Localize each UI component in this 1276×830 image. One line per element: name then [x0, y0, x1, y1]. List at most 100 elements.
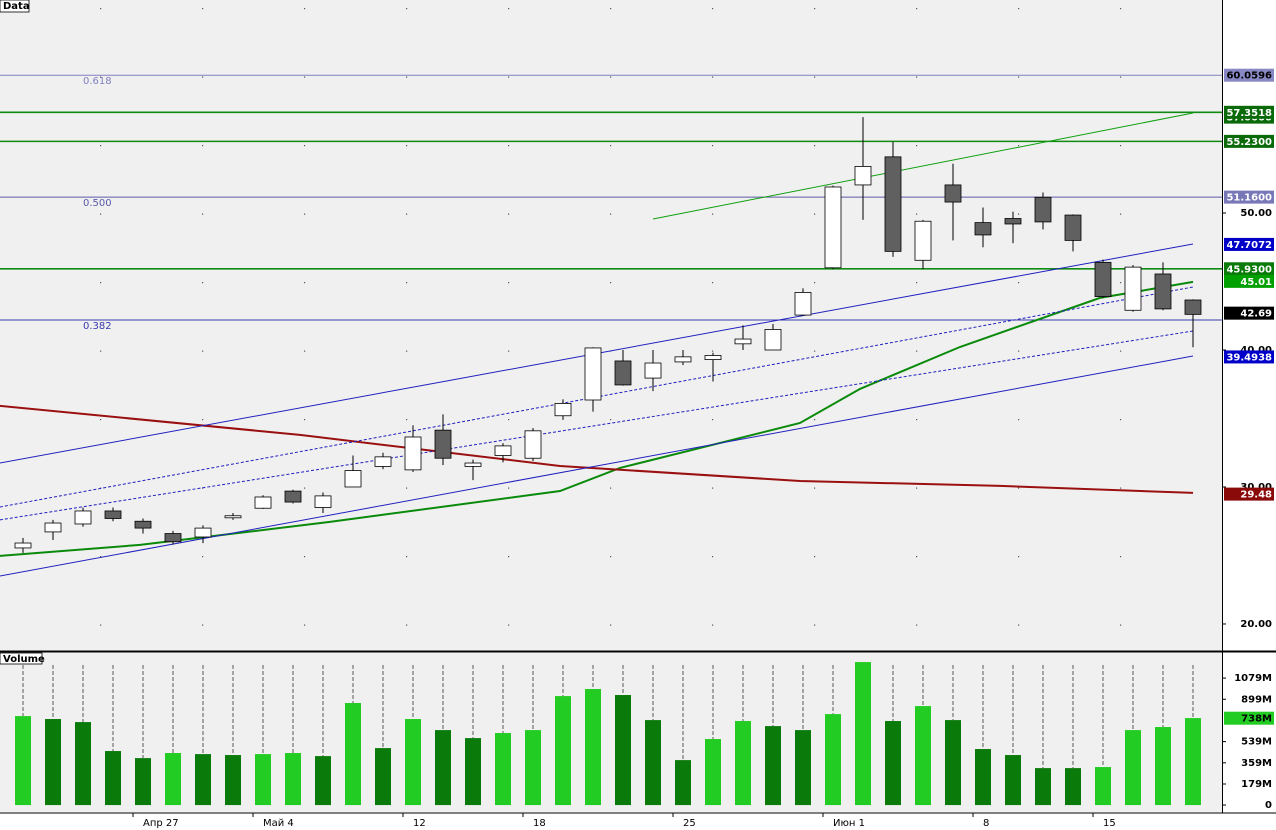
price-tag: [1224, 262, 1274, 276]
volume-bar: [764, 726, 781, 806]
candle-body: [1034, 196, 1052, 223]
candle-body: [884, 156, 902, 252]
price-tag-label: 42.69: [1240, 309, 1272, 320]
volume-bar: [195, 754, 212, 806]
candle-body: [194, 527, 212, 538]
price-tag: [1224, 306, 1274, 320]
price-tag-label: 55.2300: [1226, 137, 1272, 148]
volume-bar: [435, 730, 452, 806]
volume-bar: [165, 753, 182, 806]
candle-body: [554, 403, 572, 417]
price-tag: [1224, 237, 1274, 251]
panel-title-box: [0, 0, 30, 13]
volume-bar: [315, 756, 332, 806]
y-tick-label: 0: [1265, 800, 1272, 811]
x-tick-label: 15: [1103, 818, 1116, 829]
candle-body: [614, 360, 632, 386]
x-tick-label: Июн 1: [833, 818, 865, 829]
panel-title: Volume: [3, 654, 45, 665]
volume-bar: [1094, 767, 1111, 806]
volume-bar: [255, 754, 272, 806]
candle-body: [134, 520, 152, 529]
candle-body: [494, 445, 512, 456]
candle-body: [584, 347, 602, 401]
volume-bar: [1064, 768, 1081, 806]
price-tag-label: 29.48: [1240, 490, 1272, 501]
panel-title-box: [0, 652, 43, 665]
overlay-line: [0, 330, 1194, 521]
volume-bar: [794, 730, 811, 806]
volume-bar: [1184, 718, 1201, 806]
fib-label: 0.382: [83, 321, 112, 332]
volume-bar: [854, 662, 871, 806]
volume-bar: [734, 721, 751, 806]
x-tick-label: 25: [683, 818, 696, 829]
volume-bar: [704, 739, 721, 806]
volume-bar: [1034, 768, 1051, 806]
y-tick-label: 1079M: [1234, 673, 1272, 684]
price-tag-label: 47.7072: [1226, 240, 1272, 251]
x-tick-label: 18: [533, 818, 546, 829]
price-tag: [1224, 105, 1274, 119]
candle-body: [284, 490, 302, 503]
candle-body: [914, 220, 932, 261]
price-tag: [1224, 350, 1274, 364]
candle-body: [824, 186, 842, 269]
candle-body: [314, 495, 332, 508]
volume-bar: [914, 706, 931, 806]
volume-bar: [644, 720, 661, 806]
candle-body: [1124, 266, 1142, 311]
volume-bar: [135, 758, 152, 806]
volume-bar: [285, 753, 302, 806]
candle-body: [644, 362, 662, 379]
price-tag: [1224, 274, 1274, 288]
price-tag: [1224, 190, 1274, 204]
y-tick-label: 539M: [1241, 737, 1272, 748]
price-tag-label: 60.0596: [1226, 71, 1272, 82]
y-tick-label: 899M: [1241, 694, 1272, 705]
candle-body: [1094, 261, 1112, 297]
volume-bar: [1004, 755, 1021, 806]
price-tag: [1224, 487, 1274, 501]
candle-body: [344, 470, 362, 488]
price-tag-label: 738M: [1241, 714, 1272, 725]
candle-body: [974, 222, 992, 236]
x-tick-label: Апр 27: [143, 818, 179, 829]
overlay-line: [652, 112, 1194, 220]
volume-bar: [405, 719, 422, 806]
x-tick-label: Май 4: [263, 818, 294, 829]
candle-body: [944, 184, 962, 203]
volume-bar: [974, 749, 991, 806]
y-tick-label: 20.00: [1240, 619, 1272, 630]
volume-bar: [884, 721, 901, 806]
panel-title: Data: [3, 1, 30, 12]
volume-bar: [614, 695, 631, 806]
volume-bar: [225, 755, 242, 806]
volume-bar: [555, 696, 572, 806]
volume-bar: [105, 751, 122, 806]
y-tick-label: 179M: [1241, 779, 1272, 790]
fib-label: 0.500: [83, 198, 112, 209]
candle-body: [764, 329, 782, 351]
x-tick-label: 12: [413, 818, 426, 829]
price-tag: [1224, 711, 1274, 725]
volume-bar: [944, 720, 961, 806]
candle-body: [104, 510, 122, 519]
candle-body: [404, 436, 422, 471]
price-tag-label: 45.9300: [1226, 264, 1272, 275]
volume-bar: [15, 716, 32, 806]
y-tick-label: 50.00: [1240, 208, 1272, 219]
candle-body: [794, 292, 812, 316]
price-tag: [1224, 68, 1274, 82]
fib-label: 0.618: [83, 76, 112, 87]
price-tag: [1224, 134, 1274, 148]
candle-body: [434, 429, 452, 459]
price-tag-label: 57.3518: [1226, 108, 1272, 119]
candle-body: [14, 542, 32, 549]
volume-bar: [585, 689, 602, 806]
y-tick-label: 30.00: [1240, 482, 1272, 493]
candle-body: [224, 515, 242, 519]
candle-body: [464, 462, 482, 467]
candle-body: [1064, 214, 1082, 241]
